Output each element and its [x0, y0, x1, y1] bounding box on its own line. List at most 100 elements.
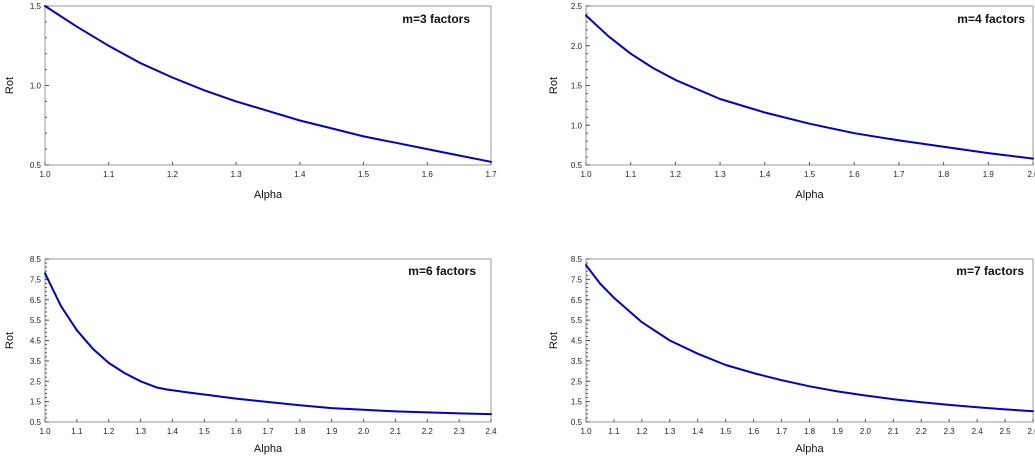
chart-svg: 1.0 1.1 1.2 1.3 1.4 1.5 1.6 1.70.51.01.5AlphaRo…: [4, 2, 497, 201]
series-line: [44, 272, 492, 416]
y-tick-label: 0.5: [30, 418, 42, 427]
plot-frame: [585, 5, 1034, 166]
x-tick-label: 2.4: [972, 427, 984, 436]
x-tick-label: 2.1: [390, 427, 402, 436]
y-tick-label: 6.5: [30, 296, 42, 305]
chart-panel-m3: 1.0 1.1 1.2 1.3 1.4 1.5 1.6 1.7 0.5 1.0 1.5 Alpha Ro…: [0, 0, 515, 215]
x-tick-label: 1.2: [670, 170, 682, 179]
x-tick-label: 2.5: [1000, 427, 1012, 436]
y-tick-label: 0.5: [571, 161, 583, 170]
x-tick-label: 1.7: [893, 170, 905, 179]
x-tick-label: 1.3: [715, 170, 727, 179]
y-tick-label: 1.5: [571, 398, 583, 407]
x-tick-label: 1.2: [636, 427, 648, 436]
x-tick-label: 1.4: [692, 427, 704, 436]
y-tick-label: 8.5: [571, 255, 583, 264]
y-tick-label: 2.0: [571, 42, 583, 51]
chart-svg: 1.0 1.1 1.2 1.3 1.4 1.5 1.6 1.7 1.8 1.9 2.0 2.1 2.2 2…: [548, 255, 1035, 455]
chart-panel-m7: 1.0 1.1 1.2 1.3 1.4 1.5 1.6 1.7 1.8 1.9 2.0 2.1 2.2 2…: [540, 248, 1035, 460]
x-tick-label: 1.3: [135, 427, 147, 436]
x-tick-label: 1.0: [39, 170, 51, 179]
y-tick-label: 7.5: [30, 275, 42, 284]
y-axis-label: Rot: [4, 77, 16, 94]
x-tick-label: 1.9: [832, 427, 844, 436]
x-axis-label: Alpha: [254, 443, 283, 455]
chart-svg: 1.01.11.21.31.41.51.61.71.81.92.00.51.01…: [548, 2, 1035, 201]
x-tick-label: 1.1: [71, 427, 83, 436]
x-tick-label: 1.5: [720, 427, 732, 436]
y-tick-label: 4.5: [571, 337, 583, 346]
x-tick-label: 1.4: [294, 170, 306, 179]
factor-annotation: m=4 factors: [957, 12, 1025, 26]
y-tick-label: 8.5: [30, 255, 42, 264]
x-tick-label: 2.3: [454, 427, 466, 436]
x-tick-label: 1.0: [39, 427, 51, 436]
x-tick-label: 1.4: [167, 427, 179, 436]
x-tick-label: 1.6: [231, 427, 243, 436]
chart-panel-m6: 1.0 1.1 1.2 1.3 1.4 1.5 1.6 1.7 1.8 1.9 2.0 2.1 2.2 2…: [0, 248, 515, 460]
y-tick-label: 2.5: [571, 2, 583, 11]
x-tick-label: 1.5: [358, 170, 370, 179]
chart-svg: 1.0 1.1 1.2 1.3 1.4 1.5 1.6 1.7 1.8 1.9 2.0 2.1 2.2 2…: [4, 255, 497, 455]
x-tick-label: 2.6: [1027, 427, 1035, 436]
plot-frame: [585, 258, 1034, 423]
y-axis-label: Rot: [548, 77, 560, 94]
y-tick-label: 0.5: [571, 418, 583, 427]
x-tick-label: 1.1: [103, 170, 115, 179]
x-tick-label: 2.1: [888, 427, 900, 436]
x-tick-label: 1.6: [422, 170, 434, 179]
x-tick-label: 1.5: [199, 427, 211, 436]
y-tick-label: 7.5: [571, 275, 583, 284]
y-tick-label: 6.5: [571, 296, 583, 305]
y-tick-label: 5.5: [571, 316, 583, 325]
x-tick-label: 1.0: [580, 170, 592, 179]
x-tick-label: 2.0: [1027, 170, 1035, 179]
x-tick-label: 2.4: [485, 427, 497, 436]
plot-frame: [44, 258, 492, 423]
y-tick-label: 2.5: [571, 377, 583, 386]
x-axis-label: Alpha: [254, 189, 283, 201]
x-tick-label: 1.8: [294, 427, 306, 436]
x-tick-label: 1.6: [748, 427, 760, 436]
x-tick-label: 1.2: [103, 427, 115, 436]
y-tick-label: 1.5: [571, 82, 583, 91]
y-tick-label: 2.5: [30, 377, 42, 386]
series-line: [44, 5, 492, 163]
x-tick-label: 1.3: [664, 427, 676, 436]
y-tick-label: 4.5: [30, 337, 42, 346]
factor-annotation: m=6 factors: [408, 264, 476, 278]
x-tick-label: 1.1: [625, 170, 637, 179]
x-tick-label: 1.8: [938, 170, 950, 179]
x-tick-label: 2.0: [358, 427, 370, 436]
factor-annotation: m=7 factors: [956, 264, 1024, 278]
x-tick-label: 1.3: [231, 170, 243, 179]
x-tick-label: 1.7: [776, 427, 788, 436]
y-tick-label: 3.5: [571, 357, 583, 366]
x-tick-label: 1.1: [608, 427, 620, 436]
y-tick-label: 0.5: [30, 161, 42, 170]
y-axis-label: Rot: [548, 332, 560, 349]
factor-annotation: m=3 factors: [402, 12, 470, 26]
y-tick-label: 1.0: [30, 82, 42, 91]
plot-frame: [44, 5, 492, 166]
x-tick-label: 1.5: [804, 170, 816, 179]
y-tick-label: 1.5: [30, 2, 42, 11]
x-tick-label: 1.7: [485, 170, 497, 179]
x-tick-label: 2.2: [916, 427, 928, 436]
chart-panel-m4: 1.01.11.21.31.41.51.61.71.81.92.00.51.01…: [540, 0, 1035, 215]
x-tick-label: 1.7: [262, 427, 274, 436]
x-tick-label: 1.0: [580, 427, 592, 436]
series-line: [585, 264, 1034, 413]
y-tick-label: 1.0: [571, 121, 583, 130]
x-tick-label: 1.8: [804, 427, 816, 436]
x-tick-label: 1.6: [849, 170, 861, 179]
y-tick-label: 5.5: [30, 316, 42, 325]
x-axis-label: Alpha: [795, 189, 824, 201]
x-tick-label: 1.9: [326, 427, 338, 436]
x-tick-label: 1.4: [759, 170, 771, 179]
x-tick-label: 2.3: [944, 427, 956, 436]
x-tick-label: 2.0: [860, 427, 872, 436]
y-tick-label: 3.5: [30, 357, 42, 366]
x-tick-label: 1.2: [167, 170, 179, 179]
x-tick-label: 2.2: [422, 427, 434, 436]
